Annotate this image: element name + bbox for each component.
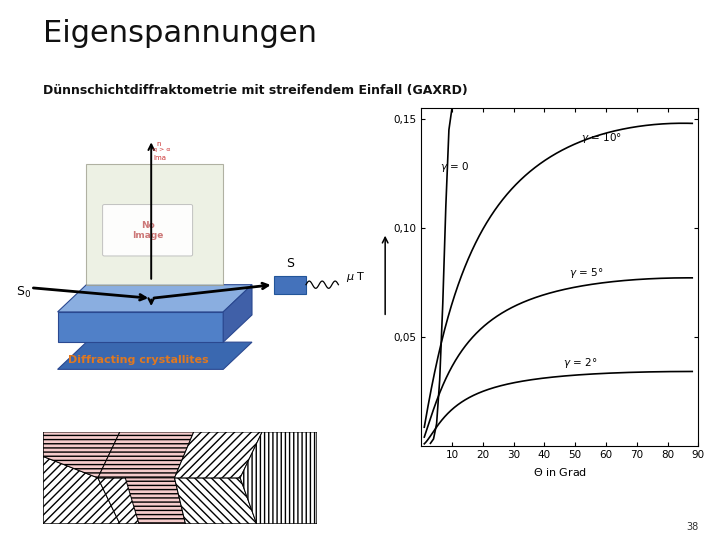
Text: S: S [286,256,294,269]
Polygon shape [58,285,252,312]
Polygon shape [98,478,186,524]
Text: $\it{\mu}$ T: $\it{\mu}$ T [346,270,366,284]
Text: q > α: q > α [153,147,171,152]
Polygon shape [174,478,256,524]
Text: n: n [157,141,161,147]
Text: 38: 38 [686,522,698,532]
Polygon shape [58,312,223,342]
Text: No
Image: No Image [132,220,163,240]
Polygon shape [86,164,223,285]
Text: $\it{\gamma}$ = 2°: $\it{\gamma}$ = 2° [563,356,597,370]
X-axis label: $\it{\Theta}$ in Grad: $\it{\Theta}$ in Grad [533,466,587,478]
Polygon shape [43,456,120,524]
Polygon shape [58,342,252,369]
Polygon shape [274,275,306,294]
Polygon shape [223,285,252,342]
Text: S$_0$: S$_0$ [16,285,31,300]
FancyBboxPatch shape [103,205,193,256]
Text: $\it{\gamma}$ = 10°: $\it{\gamma}$ = 10° [581,131,622,145]
Polygon shape [240,432,317,524]
Text: Ima: Ima [153,154,166,161]
Text: Eigenspannungen: Eigenspannungen [43,19,318,48]
Polygon shape [98,432,194,478]
Polygon shape [174,432,262,478]
Text: $\it{\gamma}$ = 0: $\it{\gamma}$ = 0 [440,160,469,174]
Text: Dünnschichtdiffraktometrie mit streifendem Einfall (GAXRD): Dünnschichtdiffraktometrie mit streifend… [43,84,468,97]
Text: Diffracting crystallites: Diffracting crystallites [68,355,209,365]
Text: $\it{\gamma}$ = 5°: $\it{\gamma}$ = 5° [569,266,603,280]
Polygon shape [43,432,120,478]
Polygon shape [125,478,186,524]
